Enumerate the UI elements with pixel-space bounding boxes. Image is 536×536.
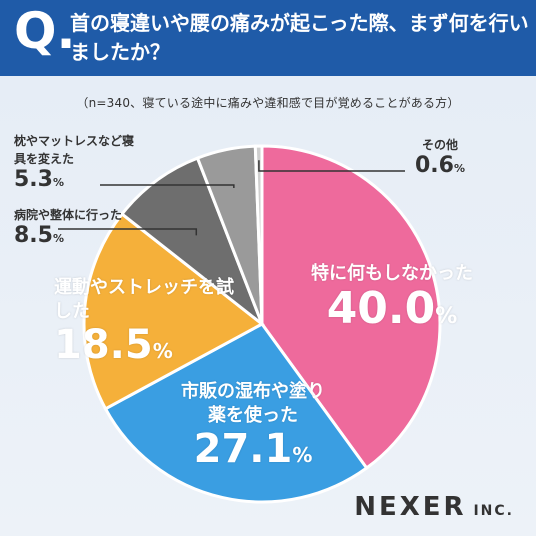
pie-slice-1 xyxy=(103,322,369,504)
slice-value-unit: % xyxy=(292,443,313,467)
pie-slice-5 xyxy=(253,144,264,325)
slice-label-text: 枕やマットレスなど寝具を変えた xyxy=(14,134,135,166)
slice-value-unit: % xyxy=(52,176,65,189)
slice-label-2: 運動やストレッチを試した 18.5% xyxy=(54,276,244,366)
leader-line-4 xyxy=(100,184,235,189)
slice-value-number: 0.6 xyxy=(414,153,454,178)
slice-value-number: 18.5 xyxy=(54,322,153,368)
brand-suffix: INC. xyxy=(466,503,514,519)
slice-value: 27.1% xyxy=(148,428,358,470)
question-title: 首の寝違いや腰の痛みが起こった際、まず何を行いましたか？ xyxy=(70,11,529,64)
slice-label-0: 特に何もしなかった 40.0% xyxy=(272,262,512,332)
slice-value-number: 5.3 xyxy=(14,167,53,192)
slice-value-unit: % xyxy=(52,232,65,245)
pie-slice-3 xyxy=(119,156,266,329)
leader-line-3 xyxy=(58,228,198,236)
slice-value: 5.3% xyxy=(14,168,174,191)
slice-value-unit: % xyxy=(435,304,458,329)
slice-value: 0.6% xyxy=(395,154,485,177)
slice-label-5: その他 0.6% xyxy=(395,136,485,177)
slice-value: 18.5% xyxy=(54,324,244,366)
slice-label-text: 市販の湿布や塗り薬を使った xyxy=(181,381,325,426)
slice-label-text: 運動やストレッチを試した xyxy=(54,277,234,322)
slice-label-text: 特に何もしなかった xyxy=(311,263,473,284)
slice-label-3: 病院や整体に行った 8.5% xyxy=(14,206,164,247)
sample-note: （n=340、寝ている途中に痛みや違和感で目が覚めることがある方） xyxy=(76,96,460,110)
slice-value-number: 40.0 xyxy=(326,283,436,334)
slice-value-unit: % xyxy=(152,339,173,363)
slice-label-text: 病院や整体に行った xyxy=(14,208,123,222)
slice-label-4: 枕やマットレスなど寝具を変えた 5.3% xyxy=(14,132,174,191)
brand-name: NEXER xyxy=(354,492,467,522)
pie-slice-0 xyxy=(260,144,442,471)
slice-value-number: 27.1 xyxy=(193,426,293,472)
slice-label-1: 市販の湿布や塗り薬を使った 27.1% xyxy=(148,380,358,470)
question-header: Q. 首の寝違いや腰の痛みが起こった際、まず何を行いましたか？ xyxy=(0,0,536,76)
nexer-logo: NEXER INC. xyxy=(354,492,514,522)
question-mark: Q. xyxy=(14,2,76,60)
slice-value: 8.5% xyxy=(14,224,164,247)
slice-label-text: その他 xyxy=(421,138,458,152)
leader-line-5 xyxy=(258,160,405,172)
slice-value-unit: % xyxy=(453,162,465,175)
slice-value-number: 8.5 xyxy=(14,223,53,248)
slice-value: 40.0% xyxy=(272,283,512,334)
pie-slice-2 xyxy=(82,211,265,411)
